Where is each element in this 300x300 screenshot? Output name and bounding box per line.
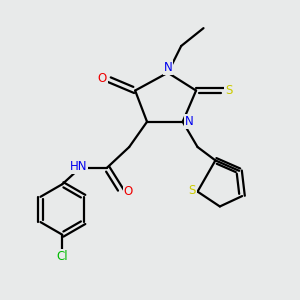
Text: Cl: Cl	[56, 250, 68, 262]
Text: N: N	[185, 115, 194, 128]
Text: HN: HN	[70, 160, 87, 173]
Text: O: O	[124, 185, 133, 198]
Text: S: S	[225, 84, 232, 97]
Text: S: S	[188, 184, 196, 196]
Text: N: N	[164, 61, 172, 74]
Text: O: O	[98, 72, 107, 85]
